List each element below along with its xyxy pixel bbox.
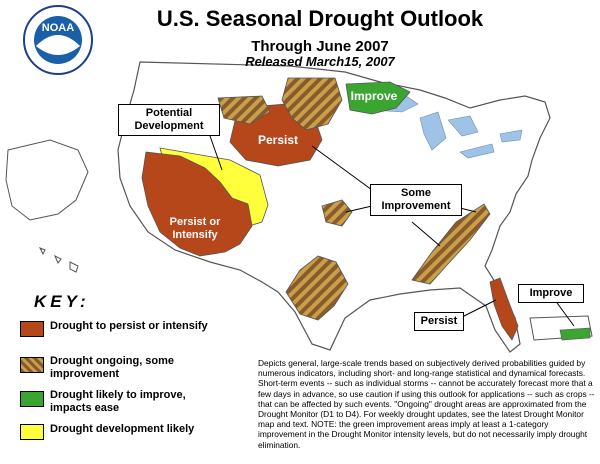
key-title: KEY: bbox=[34, 292, 90, 311]
leader-some-improvement-2 bbox=[345, 205, 373, 213]
callout-persist-fl: Persist bbox=[414, 312, 464, 331]
leader-some-improvement-1 bbox=[311, 145, 373, 191]
ongoing-kansas bbox=[321, 199, 353, 227]
key-label-improve: Drought likely to improve, impacts ease bbox=[50, 389, 186, 414]
callout-improve-pr: Improve bbox=[518, 284, 584, 303]
improve-upper-midwest bbox=[345, 81, 411, 115]
puerto-rico-improve bbox=[559, 327, 591, 341]
map-subtitle: Through June 2007 bbox=[251, 38, 389, 55]
key-swatch-persist bbox=[20, 321, 44, 337]
release-date: Released March15, 2007 bbox=[245, 54, 395, 69]
key-swatch-improve bbox=[20, 391, 44, 407]
map-title: U.S. Seasonal Drought Outlook bbox=[156, 6, 484, 31]
persist-florida bbox=[489, 277, 519, 341]
outlook-description: Depicts general, large-scale trends base… bbox=[258, 358, 595, 450]
key-label-persist: Drought to persist or intensify bbox=[50, 320, 208, 332]
label-persist-or-intensify: Persist or Intensify bbox=[169, 216, 221, 241]
ongoing-northern-plains bbox=[281, 77, 343, 131]
callout-some-improvement: Some Improvement bbox=[370, 184, 462, 216]
leader-potential-development bbox=[209, 135, 223, 171]
key-swatch-ongoing bbox=[20, 357, 44, 373]
leader-some-improvement-4 bbox=[411, 221, 441, 247]
hawaii bbox=[38, 247, 79, 273]
ongoing-texas bbox=[285, 255, 349, 321]
callout-potential-development: Potential Development bbox=[118, 104, 220, 136]
persist-sw-area bbox=[141, 151, 253, 257]
great-lakes bbox=[359, 91, 523, 159]
ongoing-southeast bbox=[411, 203, 491, 285]
key-label-ongoing: Drought ongoing, some improvement bbox=[50, 355, 175, 380]
key-label-develop: Drought development likely bbox=[50, 423, 195, 435]
label-improve-north: Improve bbox=[350, 89, 398, 103]
noaa-logo-text: NOAA bbox=[41, 22, 75, 34]
key-swatch-develop bbox=[20, 424, 44, 440]
label-persist-nw: Persist bbox=[257, 133, 299, 147]
noaa-logo bbox=[23, 5, 93, 75]
ongoing-rockies bbox=[217, 95, 271, 125]
alaska bbox=[5, 139, 89, 221]
